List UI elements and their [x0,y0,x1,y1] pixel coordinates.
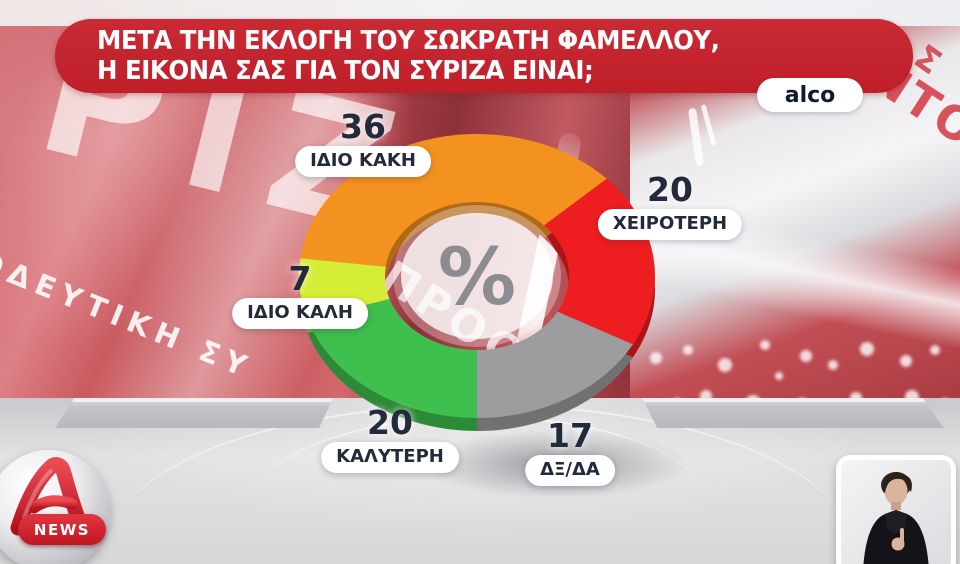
sign-language-interpreter-box [836,455,956,564]
poll-source-badge: alco [757,78,863,112]
floor-platform-left [55,398,333,428]
segment-label-xeiroteri: 20 ΧΕΙΡΟΤΕΡΗ [597,170,743,240]
segment-value: 20 [647,170,693,209]
news-label: NEWS [18,514,106,545]
floor-platform-right [642,398,944,428]
bokeh-light [900,355,912,367]
bokeh-light [718,358,732,372]
bokeh-light [860,342,874,356]
question-line-2: Η ΕΙΚΟΝΑ ΣΑΣ ΓΙΑ ΤΟΝ ΣΥΡΙΖΑ ΕΙΝΑΙ; [97,56,594,86]
alpha-news-logo: NEWS [0,450,110,564]
interpreter-figure [863,472,929,564]
question-line-1: ΜΕΤΑ ΤΗΝ ΕΚΛΟΓΗ ΤΟΥ ΣΩΚΡΑΤΗ ΦΑΜΕΛΛΟΥ, [97,26,720,56]
segment-label-dx-da: 17 ΔΞ/ΔΑ [525,419,615,486]
segment-value: 36 [340,107,386,146]
segment-name-pill: ΙΔΙΟ ΚΑΛΗ [232,298,368,329]
bokeh-light [800,350,812,362]
segment-value: 7 [288,259,312,298]
bokeh-light [760,340,770,350]
segment-name-pill: ΔΞ/ΔΑ [525,455,615,486]
segment-name-pill: ΙΔΙΟ ΚΑΚΗ [295,146,431,177]
bokeh-light [828,360,838,370]
alpha-a-icon [10,457,90,536]
segment-label-idio-kaki: 36 ΙΔΙΟ ΚΑΚΗ [295,110,431,177]
percent-symbol: % [438,233,516,323]
segment-name-pill: ΧΕΙΡΟΤΕΡΗ [597,209,743,240]
bokeh-light [650,352,662,364]
donut-chart: % [298,133,656,431]
segment-value: 17 [547,416,593,455]
interpreter-video [841,460,951,564]
bokeh-light [683,345,693,355]
segment-value: 20 [367,403,413,442]
segment-name-pill: ΚΑΛΥΤΕΡΗ [321,442,459,473]
donut-center-disc [401,213,553,339]
segment-label-idio-kali: 7 ΙΔΙΟ ΚΑΛΗ [232,262,368,329]
donut-segment [477,311,633,418]
bokeh-light [930,345,940,355]
bokeh-light [775,372,783,380]
segment-label-kalyteri: 20 ΚΑΛΥΤΕΡΗ [321,406,459,473]
